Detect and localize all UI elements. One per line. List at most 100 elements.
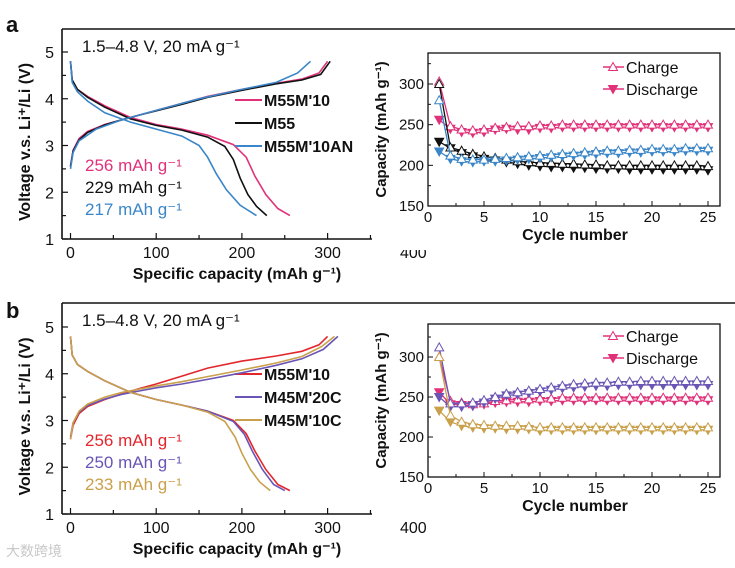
charge-marker-m45m10c xyxy=(646,421,658,432)
charge-marker-m55m10 xyxy=(579,392,591,402)
charge-marker-m45m20c xyxy=(613,376,624,386)
charge-marker-m45m10c xyxy=(523,421,535,431)
charge-marker-m45m20c xyxy=(646,375,658,385)
charge-marker-m45m20c xyxy=(557,380,568,390)
y-tick-label: 300 xyxy=(399,349,424,366)
charge-marker-m55m10 xyxy=(601,119,613,129)
charge-marker-m55m10 xyxy=(613,392,624,402)
inset-chart-a: 0 5 10 15 20 25 150 200 250 300 Capacity (mAh g⁻¹)… xyxy=(372,37,735,250)
x-tick-label: 200 xyxy=(229,520,256,537)
charge-marker-m55m10an xyxy=(680,142,691,153)
legend-label-discharge: Discharge xyxy=(626,82,698,99)
charge-marker-m55m10 xyxy=(545,393,557,403)
discharge-marker-m45m10c xyxy=(433,406,445,417)
x-tick-label: 100 xyxy=(143,520,170,537)
charge-marker-m55m10 xyxy=(590,119,602,129)
charge-marker-m55m10an xyxy=(445,150,456,160)
charge-marker-m55m10 xyxy=(635,392,647,402)
charge-marker-m55m10 xyxy=(523,393,535,404)
legend-label-charge: Charge xyxy=(626,329,679,346)
charge-legend-marker-icon xyxy=(607,61,619,71)
charge-marker-m45m10c xyxy=(501,420,512,430)
charge-marker-m55m10an xyxy=(624,144,635,154)
x-tick-label: 20 xyxy=(644,209,661,226)
y-tick-label: 4 xyxy=(45,92,54,109)
charge-marker-m55m10 xyxy=(512,120,523,131)
charge-marker-m55m10 xyxy=(702,119,714,129)
y-tick-label: 150 xyxy=(399,198,424,215)
x-tick-label: 0 xyxy=(66,245,75,262)
charge-marker-m55m10 xyxy=(534,119,546,130)
charge-marker-m45m20c xyxy=(501,388,512,398)
charge-marker-m55m10an xyxy=(523,150,535,161)
charge-marker-m55m10 xyxy=(657,119,669,129)
charge-marker-m45m20c xyxy=(523,385,535,395)
charge-marker-m55m10 xyxy=(680,392,691,402)
charge-marker-m55m10an xyxy=(501,152,512,163)
charge-marker-m55m10 xyxy=(523,120,535,131)
charge-curve-m55m10 xyxy=(69,335,329,440)
discharge-curve-m55 xyxy=(69,61,268,217)
charge-marker-m55 xyxy=(613,159,624,170)
legend-label: M55M'10 xyxy=(264,93,330,110)
charge-marker-m45m10c xyxy=(579,421,591,432)
charge-marker-m55m10 xyxy=(501,121,512,132)
charge-marker-m45m20c xyxy=(489,391,501,401)
charge-marker-m55m10 xyxy=(579,119,591,129)
y-tick-label: 1 xyxy=(45,232,54,249)
capacity-label: 256 mAh g⁻¹ xyxy=(85,431,182,450)
charge-curve-m45m20c xyxy=(69,335,339,438)
y-tick-label: 4 xyxy=(45,367,54,384)
charge-marker-m45m20c xyxy=(579,377,591,388)
charge-marker-m45m10c xyxy=(657,421,669,432)
discharge-marker-m55 xyxy=(433,137,445,148)
charge-marker-m55m10 xyxy=(702,392,714,402)
y-axis-label: Voltage v.s. Li⁺/Li (V) xyxy=(17,337,34,495)
inset-frame xyxy=(427,323,721,478)
condition-label: 1.5–4.8 V, 20 mA g⁻¹ xyxy=(82,311,240,330)
legend-label: M55 xyxy=(264,116,295,133)
x-tick-label: 15 xyxy=(588,480,605,497)
inset-background xyxy=(372,308,735,521)
charge-curve-m55m10an xyxy=(69,60,312,170)
inset-background xyxy=(372,37,735,250)
charge-marker-m45m10c xyxy=(445,409,456,420)
charge-marker-m45m20c xyxy=(680,375,691,385)
discharge-curve-m45m10c xyxy=(69,336,271,492)
y-tick-label: 250 xyxy=(399,117,424,134)
charge-marker-m45m10c xyxy=(456,416,467,426)
charge-marker-m55m10an xyxy=(657,143,669,154)
discharge-marker-m55m10 xyxy=(433,388,445,398)
charge-marker-m55m10 xyxy=(646,119,658,129)
charge-marker-m45m10c xyxy=(467,418,479,429)
y-tick-label: 5 xyxy=(45,320,54,337)
legend-label: M45M'20C xyxy=(264,390,342,407)
legend-label: M55M'10AN xyxy=(264,139,353,156)
x-axis-label: Cycle number xyxy=(522,227,628,244)
charge-marker-m55 xyxy=(702,160,714,171)
x-tick-label: 5 xyxy=(480,209,488,226)
charge-marker-m55m10an xyxy=(568,147,579,158)
legend-label: M55M'10 xyxy=(264,367,330,384)
charge-marker-m55m10 xyxy=(691,119,703,129)
charge-marker-m55 xyxy=(590,159,602,169)
charge-marker-m55m10an xyxy=(467,154,479,164)
charge-marker-m45m10c xyxy=(568,421,579,432)
y-axis-label: Capacity (mAh g⁻¹) xyxy=(373,332,390,468)
charge-marker-m55m10 xyxy=(624,392,635,402)
x-tick-label: 400 xyxy=(400,520,427,537)
capacity-label: 250 mAh g⁻¹ xyxy=(85,453,182,472)
charge-marker-m55m10 xyxy=(489,122,501,132)
charge-marker-m55m10an xyxy=(646,143,658,154)
charge-marker-m45m10c xyxy=(680,421,691,432)
charge-marker-m55 xyxy=(557,158,568,168)
x-tick-label: 300 xyxy=(314,520,341,537)
x-tick-label: 0 xyxy=(66,520,75,537)
x-tick-label: 15 xyxy=(588,209,605,226)
charge-marker-m55m10an xyxy=(590,145,602,156)
charge-marker-m55m10an xyxy=(534,150,546,160)
charge-marker-m55 xyxy=(601,159,613,170)
